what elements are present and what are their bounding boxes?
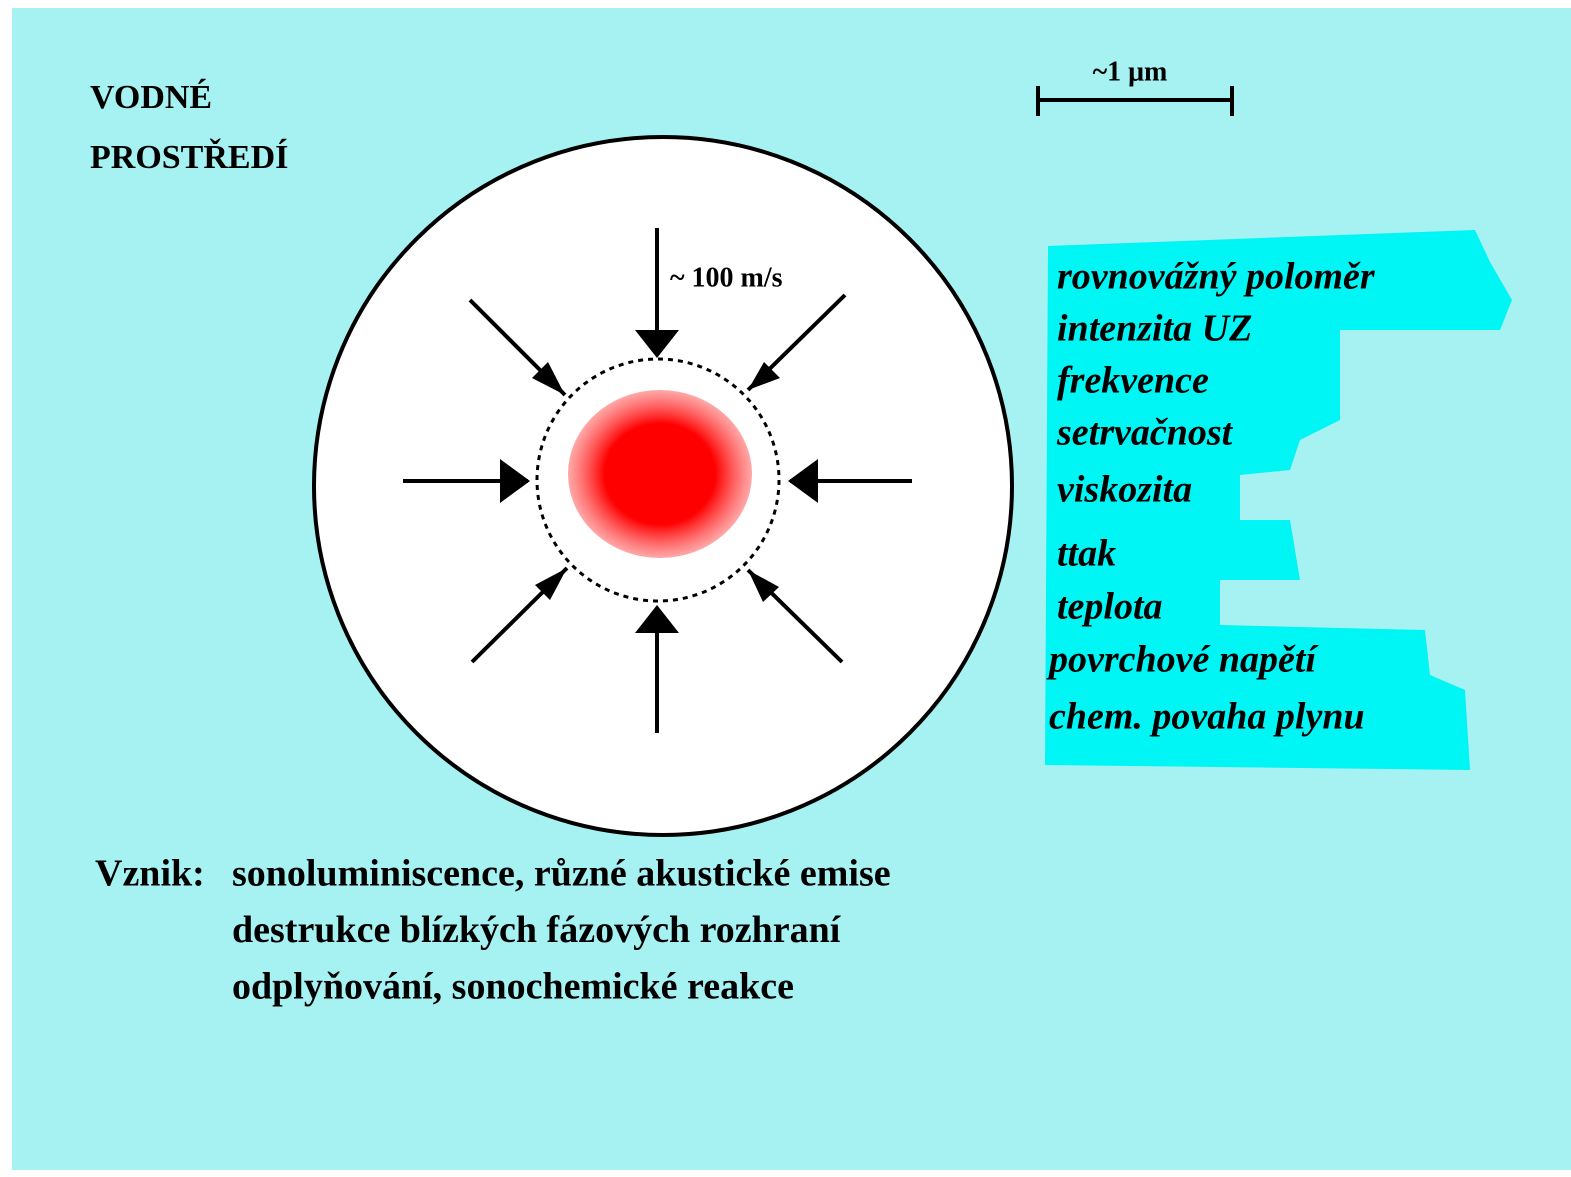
- factor: ttak: [1057, 533, 1116, 575]
- factor: viskozita: [1057, 469, 1192, 511]
- environment-label: PROSTŘEDÍ: [90, 138, 288, 176]
- consequence: destrukce blízkých fázových rozhraní: [232, 909, 842, 951]
- factor: chem. povaha plynu: [1049, 696, 1365, 738]
- factor: setrvačnost: [1056, 412, 1234, 454]
- factor: rovnovážný poloměr: [1057, 256, 1376, 298]
- scale-label: ~1 μm: [1093, 56, 1168, 87]
- consequence: sonoluminiscence, různé akustické emise: [232, 853, 891, 895]
- consequence: odplyňování, sonochemické reakce: [232, 966, 794, 1008]
- velocity-label: ~ 100 m/s: [670, 262, 783, 293]
- hot-core: [568, 390, 752, 558]
- page: ~1 μm ~ 100 m/s VODNÉ PROSTŘEDÍ rovnováž…: [0, 0, 1571, 1177]
- diagram: ~1 μm ~ 100 m/s VODNÉ PROSTŘEDÍ rovnováž…: [0, 0, 1571, 1177]
- factor: frekvence: [1057, 360, 1209, 402]
- factor: povrchové napětí: [1046, 639, 1319, 681]
- factor: teplota: [1057, 586, 1163, 628]
- consequences-label: Vznik:: [95, 853, 205, 895]
- environment-label: VODNÉ: [90, 79, 212, 116]
- factor: intenzita UZ: [1057, 308, 1252, 350]
